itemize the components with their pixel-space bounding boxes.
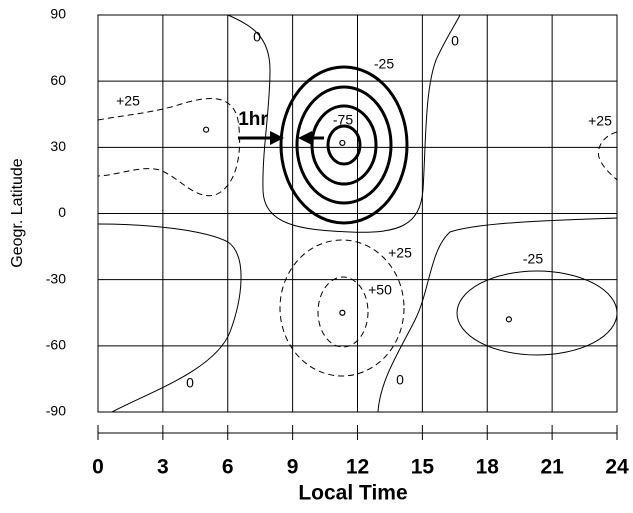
- contour-label: 0: [451, 33, 459, 49]
- x-tick-label: 18: [476, 456, 500, 479]
- y-tick-label: -90: [46, 403, 66, 419]
- contour-line: [317, 276, 369, 348]
- x-tick-label: 12: [346, 456, 369, 479]
- arrowhead: [298, 131, 312, 145]
- extremum-point: [339, 139, 346, 147]
- contour-line: [295, 85, 393, 205]
- contour-line: [227, 14, 461, 233]
- contour-line: [377, 217, 618, 413]
- extremum-point: [339, 309, 346, 316]
- contours: [97, 14, 618, 413]
- contour-line: [279, 239, 405, 377]
- y-tick-label: -60: [46, 337, 66, 353]
- y-tick-label: -30: [46, 270, 66, 286]
- x-tick-label: 24: [605, 456, 629, 479]
- x-tick-label: 3: [157, 456, 169, 479]
- x-tick-label: 9: [287, 456, 299, 479]
- contour-line: [326, 124, 362, 166]
- contour-label: -25: [374, 56, 394, 72]
- contour-line: [597, 131, 618, 181]
- y-tick-label: 60: [50, 72, 66, 88]
- contour-line: [97, 98, 241, 197]
- contour-label: +25: [388, 245, 412, 261]
- contour-label: +50: [368, 282, 392, 298]
- y-axis-title: Geogr. Latitude: [9, 158, 26, 268]
- contour-label: 0: [186, 375, 194, 391]
- x-axis-title: Local Time: [298, 482, 407, 505]
- x-tick-label: 21: [540, 456, 564, 479]
- contour-label: +25: [588, 113, 612, 129]
- contour-line: [97, 223, 242, 413]
- contour-line: [279, 65, 409, 225]
- contour-label: -75: [333, 112, 353, 128]
- contour-label: -25: [523, 251, 543, 267]
- y-tick-label: 0: [58, 204, 66, 220]
- contour-label: 0: [253, 29, 261, 45]
- contour-label: +25: [116, 93, 140, 109]
- contour-line: [456, 270, 618, 356]
- contour-label: 0: [396, 372, 404, 388]
- y-tick-label: 30: [50, 138, 66, 154]
- y-tick-label: 90: [50, 6, 66, 22]
- x-tick-label: 0: [92, 456, 104, 479]
- x-tick-label: 6: [222, 456, 234, 479]
- x-tick-label: 15: [411, 456, 435, 479]
- extremum-point: [203, 126, 210, 133]
- contour-label: 1hr: [238, 109, 268, 130]
- arrowhead: [270, 131, 284, 145]
- extremum-point: [505, 316, 512, 323]
